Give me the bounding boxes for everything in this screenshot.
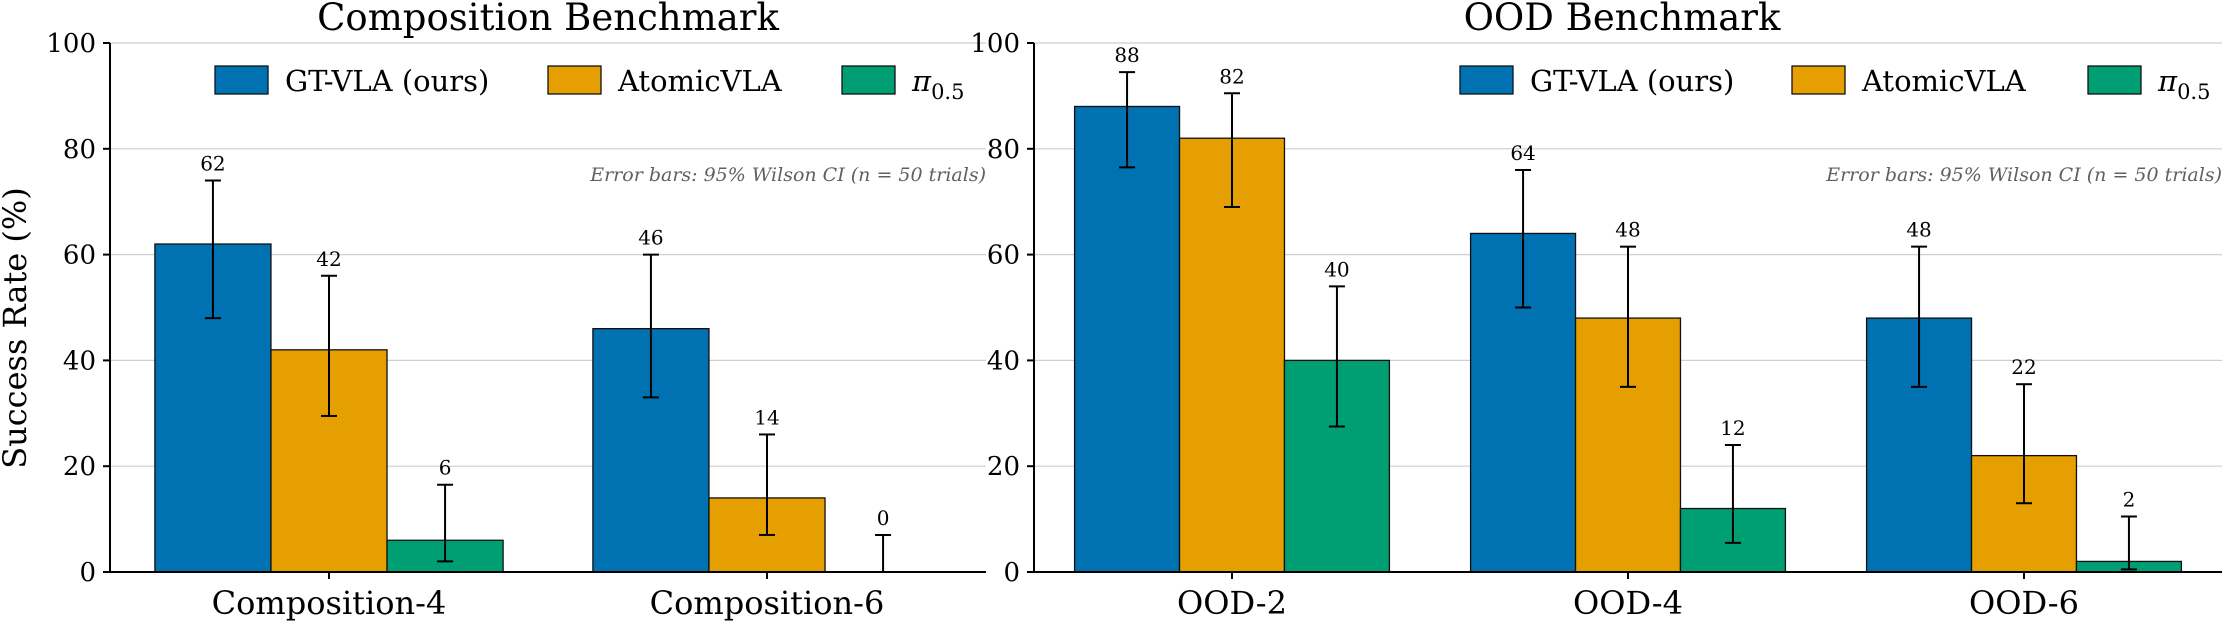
data-label: 64 [1510, 141, 1535, 165]
data-label: 48 [1906, 218, 1931, 242]
legend-swatch [1791, 65, 1846, 95]
y-tick-label: 40 [63, 346, 96, 376]
x-tick-label: Composition-4 [212, 584, 447, 622]
y-tick-label: 100 [970, 29, 1020, 59]
x-tick-label: OOD-4 [1573, 584, 1683, 622]
chart-0: 0 20 40 60 80 100 62 42 6 Composition-4 46 14 0 Compo… [46, 29, 986, 622]
error-bar-note: Error bars: 95% Wilson CI (n = 50 trials… [1825, 164, 2222, 186]
bar [1178, 137, 1286, 573]
data-label: 14 [754, 405, 779, 429]
panel-title: OOD Benchmark [1464, 0, 1781, 39]
x-tick-label: OOD-6 [1969, 584, 2079, 622]
y-tick-label: 20 [63, 452, 96, 482]
y-tick-label: 0 [1003, 558, 1020, 588]
y-tick-label: 0 [79, 558, 96, 588]
data-label: 12 [1720, 416, 1745, 440]
x-tick-label: Composition-6 [650, 584, 885, 622]
legend-label: π0.5 [911, 64, 964, 104]
data-label: 62 [200, 152, 225, 176]
x-tick-label: OOD-2 [1177, 584, 1287, 622]
data-label: 40 [1324, 257, 1349, 281]
legend-swatch [1459, 65, 1514, 95]
panel-composition: Composition Benchmark Success Rate (%) E… [0, 0, 986, 469]
y-tick-label: 100 [46, 29, 96, 59]
legend-swatch [214, 65, 269, 95]
data-label: 6 [439, 456, 452, 480]
legend-swatch [547, 65, 602, 95]
legend-label: AtomicVLA [617, 64, 783, 98]
y-tick-label: 40 [987, 346, 1020, 376]
data-label: 0 [877, 506, 890, 530]
y-tick-label: 80 [63, 135, 96, 165]
error-bar-note: Error bars: 95% Wilson CI (n = 50 trials… [589, 164, 986, 186]
data-label: 22 [2011, 355, 2036, 379]
data-label: 48 [1615, 218, 1640, 242]
legend-label: GT-VLA (ours) [285, 64, 489, 98]
y-axis-label: Success Rate (%) [0, 187, 34, 469]
y-tick-label: 80 [987, 135, 1020, 165]
y-tick-label: 60 [63, 241, 96, 271]
data-label: 82 [1219, 64, 1244, 88]
panel-title: Composition Benchmark [317, 0, 779, 39]
legend-label: GT-VLA (ours) [1530, 64, 1734, 98]
data-label: 46 [638, 226, 663, 250]
y-tick-label: 60 [987, 241, 1020, 271]
data-label: 42 [316, 247, 341, 271]
legend-swatch [841, 65, 896, 95]
legend-label: AtomicVLA [1861, 64, 2027, 98]
legend-label: π0.5 [2157, 64, 2210, 104]
legend-swatch [2087, 65, 2142, 95]
panel-ood: OOD Benchmark Error bars: 95% Wilson CI … [1464, 0, 2222, 186]
bar [1073, 105, 1181, 573]
data-label: 88 [1114, 43, 1139, 67]
y-tick-label: 20 [987, 452, 1020, 482]
data-label: 2 [2123, 487, 2136, 511]
